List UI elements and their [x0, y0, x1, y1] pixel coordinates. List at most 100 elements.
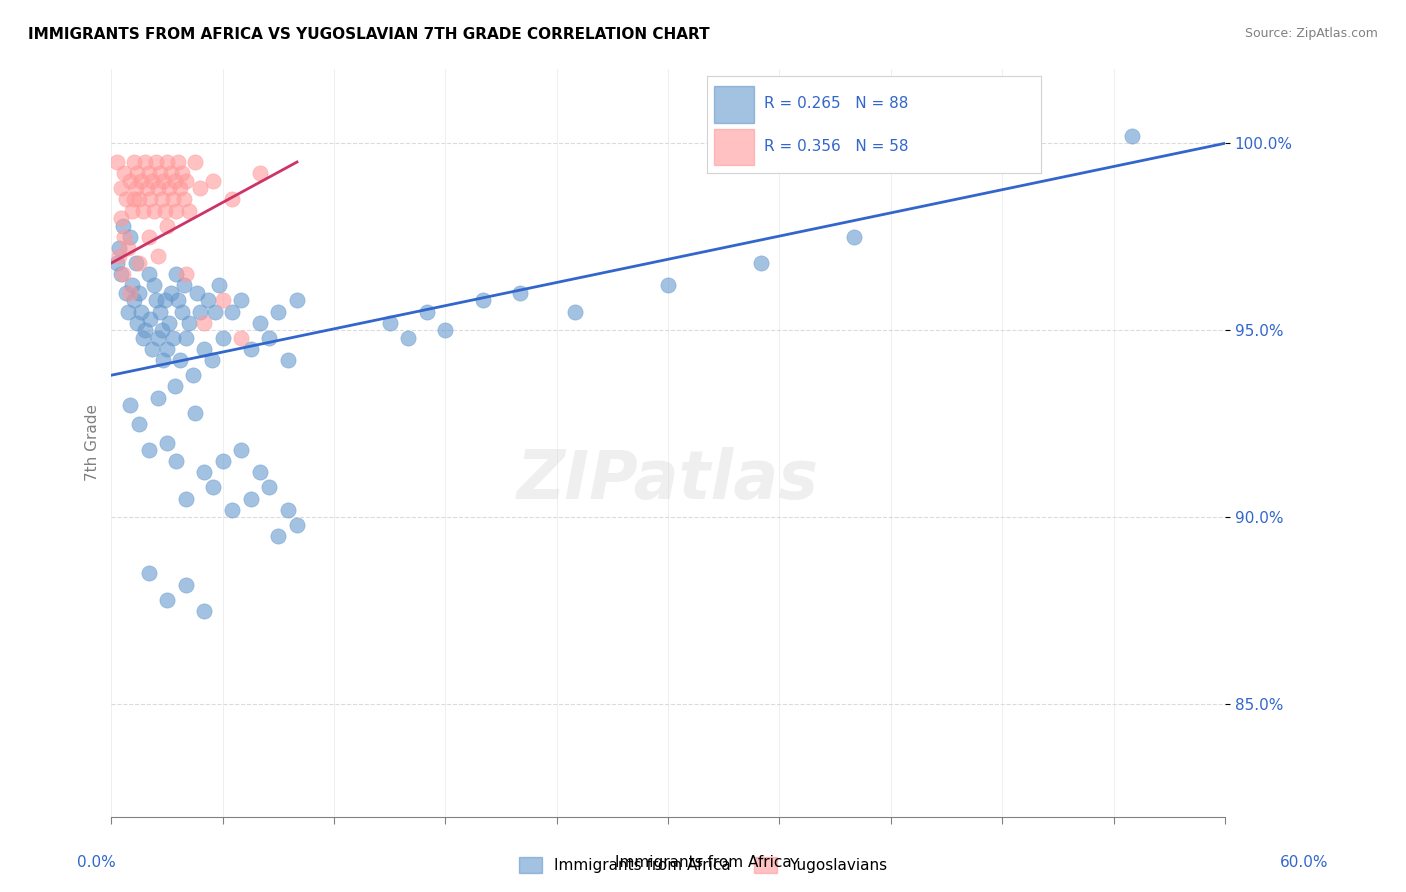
Point: [249, 316, 271, 330]
Point: [141, 342, 163, 356]
Point: [138, 229, 160, 244]
Text: ZIPatlas: ZIPatlas: [517, 447, 820, 513]
Point: [184, 155, 207, 169]
Point: [156, 342, 179, 356]
Point: [163, 174, 186, 188]
Point: [193, 342, 215, 356]
Point: [152, 353, 174, 368]
Point: [231, 331, 253, 345]
Text: IMMIGRANTS FROM AFRICA VS YUGOSLAVIAN 7TH GRADE CORRELATION CHART: IMMIGRANTS FROM AFRICA VS YUGOSLAVIAN 7T…: [28, 27, 710, 42]
Point: [1121, 128, 1143, 143]
Point: [165, 454, 187, 468]
Point: [138, 267, 160, 281]
Point: [105, 155, 128, 169]
Point: [190, 181, 212, 195]
Point: [149, 166, 172, 180]
Point: [117, 241, 139, 255]
Point: [239, 491, 262, 506]
Point: [157, 181, 180, 195]
Point: [842, 229, 865, 244]
Point: [115, 193, 138, 207]
Point: [202, 174, 225, 188]
Point: [145, 293, 167, 308]
Point: [165, 267, 187, 281]
Point: [141, 174, 163, 188]
Point: [202, 480, 225, 494]
Point: [221, 304, 243, 318]
Point: [277, 353, 299, 368]
Point: [118, 174, 141, 188]
Point: [471, 293, 494, 308]
Point: [128, 417, 150, 431]
Point: [179, 316, 201, 330]
Point: [152, 174, 174, 188]
Point: [174, 491, 197, 506]
Point: [564, 304, 586, 318]
Point: [434, 323, 457, 337]
Point: [749, 256, 772, 270]
Point: [156, 155, 179, 169]
Point: [143, 203, 166, 218]
Point: [156, 219, 179, 233]
Text: 0.0%: 0.0%: [77, 855, 117, 870]
Point: [208, 278, 231, 293]
Point: [146, 391, 169, 405]
Point: [110, 211, 132, 226]
Point: [118, 285, 141, 300]
Point: [108, 248, 131, 262]
Point: [231, 442, 253, 457]
Point: [118, 229, 141, 244]
Point: [143, 278, 166, 293]
Point: [134, 323, 156, 337]
Point: [157, 316, 180, 330]
Point: [122, 193, 145, 207]
Point: [115, 285, 138, 300]
Point: [221, 193, 243, 207]
Point: [128, 256, 150, 270]
Point: [174, 577, 197, 591]
Point: [127, 316, 149, 330]
Point: [285, 293, 308, 308]
Point: [193, 316, 215, 330]
Point: [139, 312, 162, 326]
Point: [249, 466, 271, 480]
Point: [197, 293, 219, 308]
Point: [156, 592, 179, 607]
Point: [105, 256, 128, 270]
Point: [155, 293, 177, 308]
Point: [169, 353, 191, 368]
Point: [170, 304, 193, 318]
Point: [285, 517, 308, 532]
Point: [117, 304, 139, 318]
Point: [150, 193, 173, 207]
Point: [396, 331, 419, 345]
Point: [134, 155, 156, 169]
Point: [174, 267, 197, 281]
Point: [167, 155, 190, 169]
Point: [146, 331, 169, 345]
Point: [135, 181, 157, 195]
Point: [149, 304, 172, 318]
Point: [211, 331, 233, 345]
Point: [122, 293, 145, 308]
Point: [145, 155, 167, 169]
Point: [211, 293, 233, 308]
Point: [193, 604, 215, 618]
Point: [165, 203, 187, 218]
Point: [267, 529, 290, 543]
Point: [169, 181, 191, 195]
Point: [124, 181, 146, 195]
Point: [122, 155, 145, 169]
Point: [257, 331, 280, 345]
Point: [174, 174, 197, 188]
Point: [124, 256, 146, 270]
Y-axis label: 7th Grade: 7th Grade: [86, 404, 100, 481]
Point: [112, 166, 135, 180]
Point: [146, 248, 169, 262]
Point: [155, 203, 177, 218]
Point: [162, 331, 184, 345]
Point: [111, 219, 134, 233]
Point: [118, 398, 141, 412]
Point: [159, 166, 181, 180]
Point: [163, 379, 186, 393]
